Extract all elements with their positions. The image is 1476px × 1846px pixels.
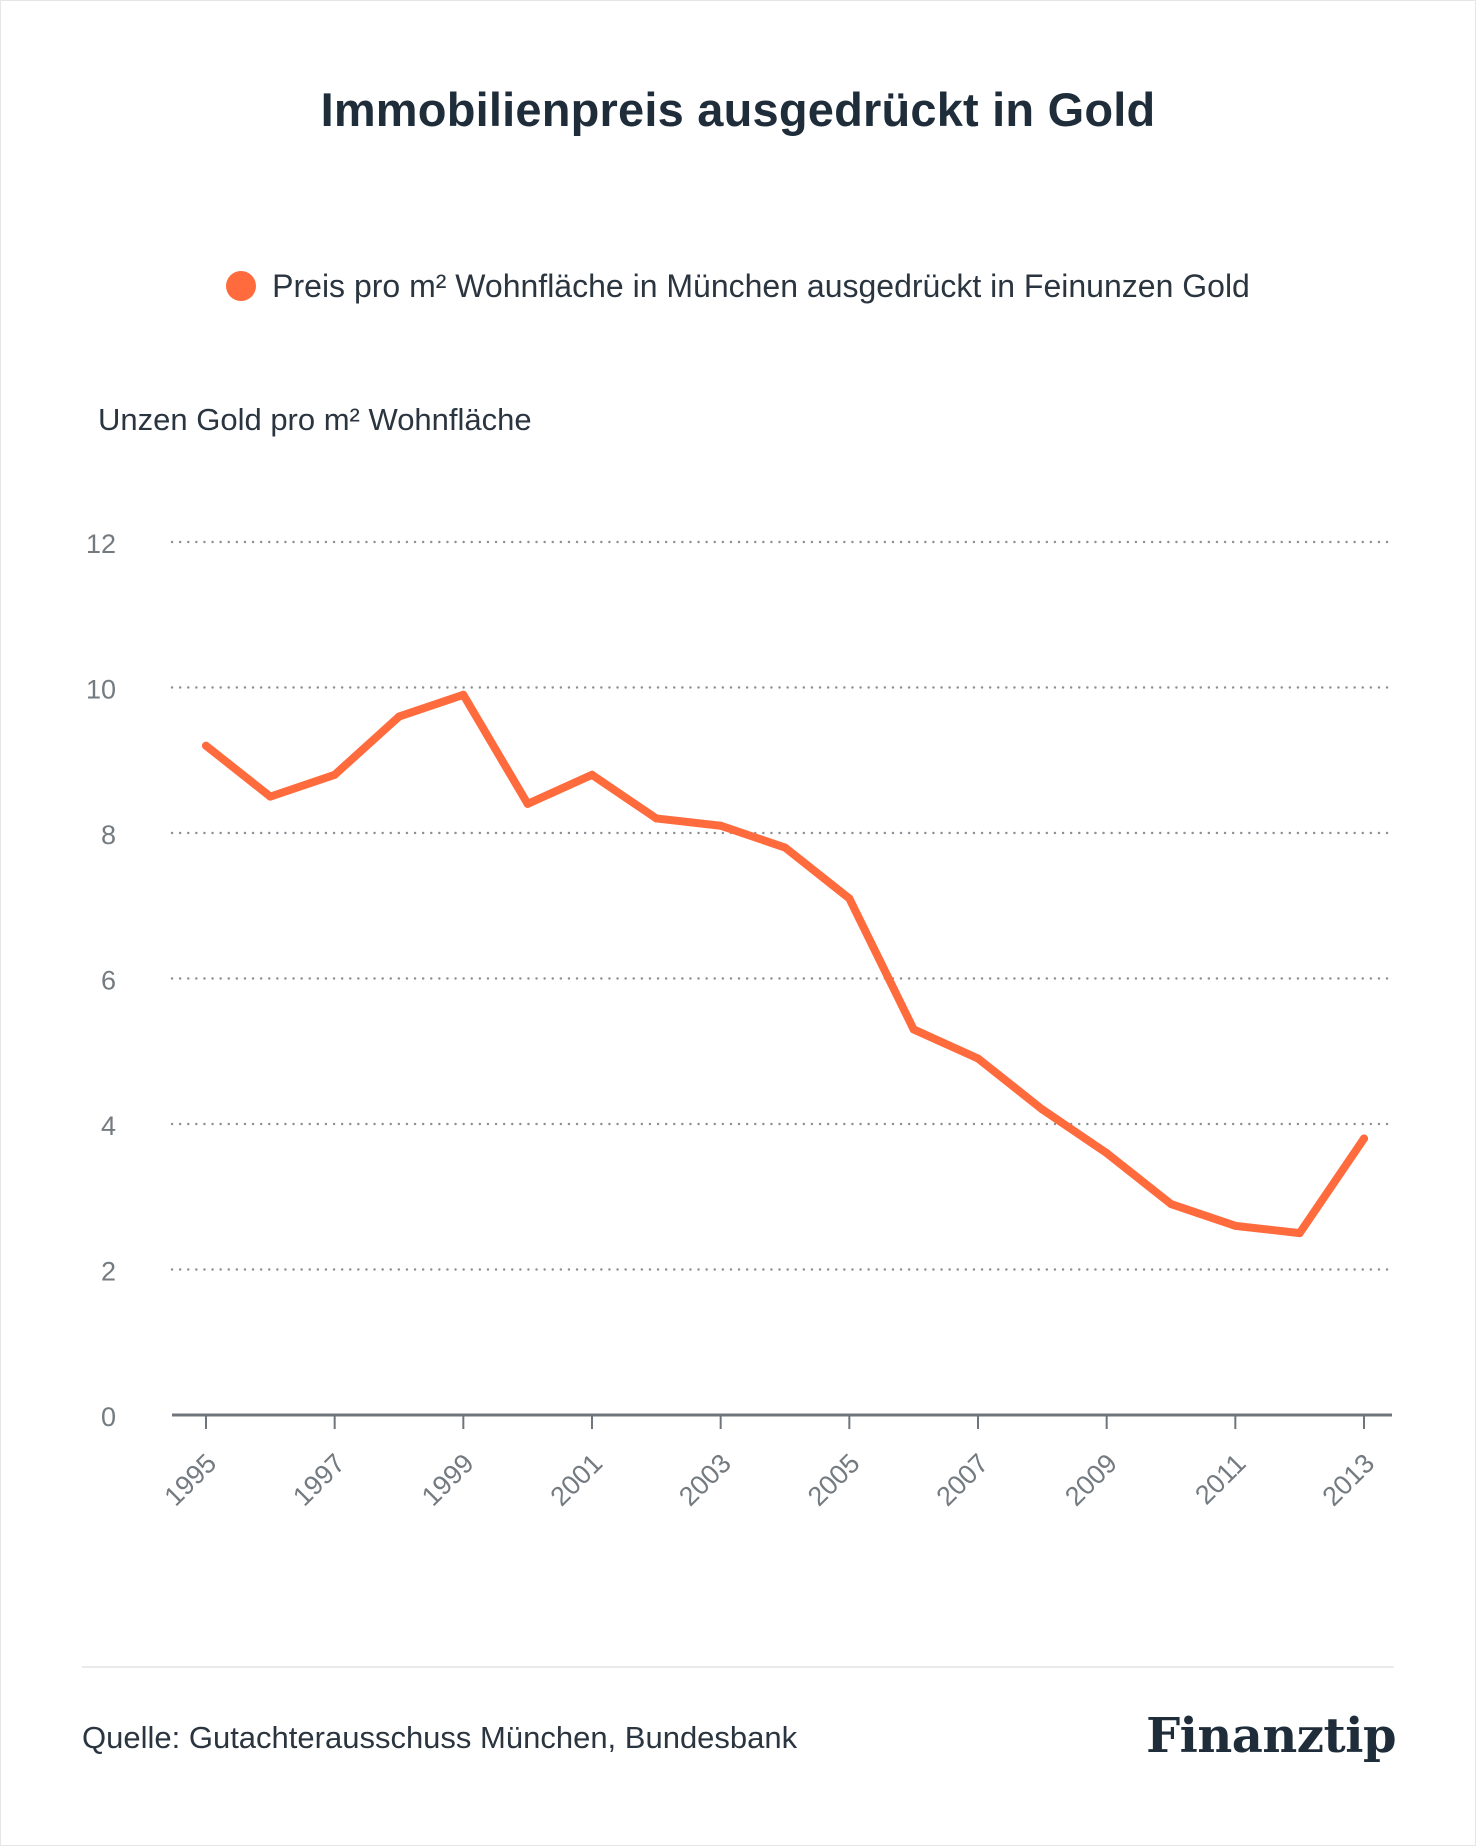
data-point-1995 <box>202 741 210 750</box>
source-note: Quelle: Gutachterausschuss München, Bund… <box>82 1720 798 1755</box>
y-tick-label-12: 12 <box>86 529 116 559</box>
x-tick-label-1995: 1995 <box>159 1448 223 1512</box>
y-tick-label-2: 2 <box>101 1257 116 1287</box>
y-axis-label: Unzen Gold pro m² Wohnfläche <box>98 402 532 437</box>
data-point-2007 <box>974 1054 982 1063</box>
data-point-2006 <box>909 1025 918 1034</box>
data-point-2013 <box>1360 1134 1368 1143</box>
x-tick-label-2007: 2007 <box>931 1448 995 1512</box>
data-point-1996 <box>266 792 275 801</box>
legend-label: Preis pro m² Wohnfläche in München ausge… <box>272 268 1250 304</box>
data-point-1997 <box>330 770 339 779</box>
data-point-2012 <box>1295 1229 1304 1238</box>
data-point-1998 <box>395 712 403 721</box>
legend: Preis pro m² Wohnfläche in München ausge… <box>0 268 1476 305</box>
y-tick-label-6: 6 <box>101 966 116 996</box>
legend-marker <box>226 271 257 301</box>
data-point-2005 <box>845 894 854 903</box>
x-tick-label-2013: 2013 <box>1317 1448 1381 1512</box>
series-line-0 <box>202 690 1368 1238</box>
x-tick-label-2001: 2001 <box>545 1448 609 1512</box>
data-point-2008 <box>1038 1105 1047 1114</box>
data-point-2000 <box>523 799 532 808</box>
y-tick-label-0: 0 <box>101 1402 116 1432</box>
data-point-2004 <box>781 843 789 852</box>
y-tick-label-10: 10 <box>86 675 116 705</box>
data-point-2003 <box>716 821 725 830</box>
data-point-2009 <box>1102 1149 1111 1158</box>
data-point-2011 <box>1231 1221 1240 1230</box>
y-tick-label-8: 8 <box>101 820 116 850</box>
brand-logo: Finanztip <box>1146 1708 1396 1764</box>
chart-title: Immobilienpreis ausgedrückt in Gold <box>320 83 1156 136</box>
x-tick-label-1999: 1999 <box>416 1448 480 1512</box>
data-point-2010 <box>1167 1200 1175 1209</box>
x-tick-label-1997: 1997 <box>287 1448 351 1512</box>
x-tick-label-2005: 2005 <box>802 1448 866 1512</box>
data-point-2001 <box>588 770 596 779</box>
x-tick-label-2003: 2003 <box>673 1448 737 1512</box>
footer-divider <box>82 1666 1394 1668</box>
x-tick-label-2009: 2009 <box>1059 1448 1123 1512</box>
data-point-1999 <box>459 690 468 699</box>
data-point-2002 <box>652 814 661 823</box>
x-tick-label-2011: 2011 <box>1189 1448 1251 1510</box>
y-tick-label-4: 4 <box>101 1111 116 1141</box>
